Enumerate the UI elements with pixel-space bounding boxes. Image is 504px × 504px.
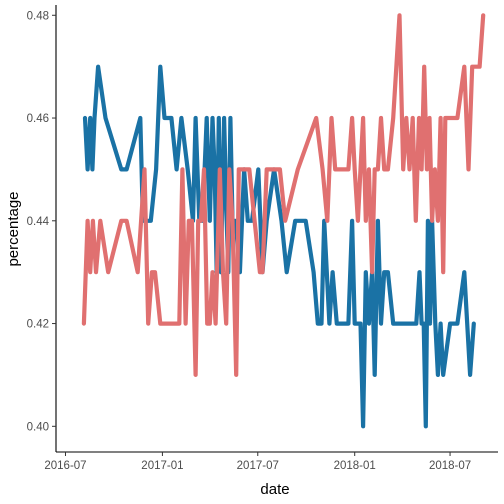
x-tick-label: 2018-01 <box>334 460 376 472</box>
x-tick-label: 2017-07 <box>237 460 279 472</box>
series-line-1 <box>82 64 476 429</box>
y-axis-ticks: 0.40 0.42 0.44 0.46 0.48 <box>27 10 56 433</box>
x-tick-label: 2016-07 <box>44 460 86 472</box>
x-tick-label: 2017-01 <box>141 460 183 472</box>
plot-area <box>81 13 486 429</box>
x-axis-ticks: 2016-07 2017-01 2017-07 2018-01 2018-07 <box>44 452 471 472</box>
y-tick-label: 0.48 <box>27 10 49 22</box>
y-tick-label: 0.42 <box>27 319 49 331</box>
series-line-2 <box>81 13 486 377</box>
y-axis-title: percentage <box>5 191 22 266</box>
y-tick-label: 0.44 <box>27 216 50 228</box>
x-axis-title: date <box>260 481 289 498</box>
y-tick-label: 0.40 <box>27 421 49 433</box>
x-tick-label: 2018-07 <box>429 460 471 472</box>
y-tick-label: 0.46 <box>27 113 49 125</box>
